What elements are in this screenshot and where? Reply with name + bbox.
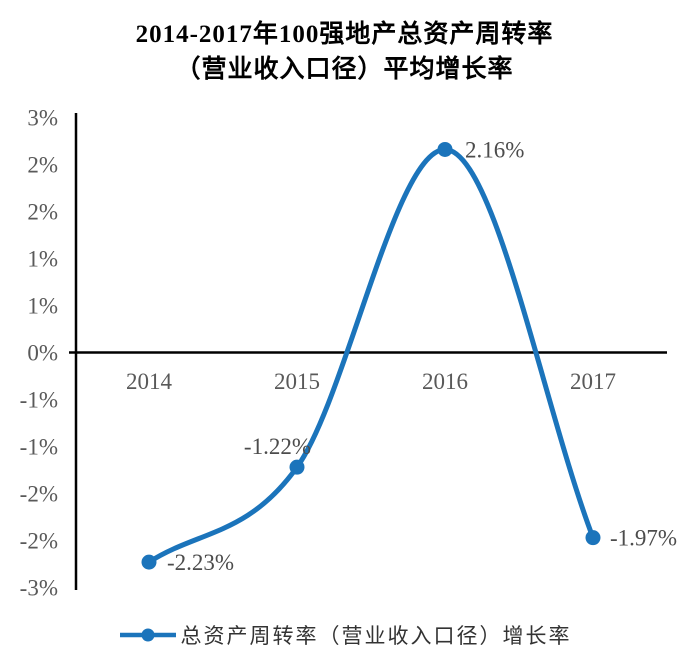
chart-title: 2014-2017年100强地产总资产周转率 （营业收入口径）平均增长率 [0,17,689,87]
legend-point [141,628,154,642]
y-tick-label-9: -2% [20,529,58,554]
y-tick-label-7: -1% [20,435,58,460]
y-tick-label-6: -1% [20,388,58,413]
y-tick-label-10: -3% [20,576,58,601]
data-label-2016: 2.16% [465,137,524,162]
x-tick-label-2: 2016 [422,369,468,394]
x-axis-tick-labels: 2014 2015 2016 2017 [126,369,616,394]
legend: 总资产周转率（营业收入口径）增长率 [0,618,689,652]
x-tick-label-1: 2015 [274,369,320,394]
series-line [146,146,596,565]
y-axis-tick-labels: 3% 2% 2% 1% 1% 0% -1% -1% -2% -2% -3% [20,106,58,601]
x-tick-label-3: 2017 [570,369,616,394]
y-tick-label-5: 0% [27,341,58,366]
y-tick-label-2: 2% [27,200,58,225]
data-point-marker-2014 [141,554,157,570]
legend-marker-icon [119,628,176,642]
data-point-markers [141,141,601,570]
legend-label: 总资产周转率（营业收入口径）增长率 [180,624,572,648]
y-tick-label-8: -2% [20,482,58,507]
data-label-2015: -1.22% [244,434,311,459]
data-point-marker-2017 [585,530,601,546]
y-tick-label-3: 1% [27,247,58,272]
chart-title-line2: （营业收入口径）平均增长率 [175,56,514,83]
y-tick-label-1: 2% [27,153,58,178]
y-tick-label-0: 3% [27,106,58,131]
data-point-marker-2016 [437,141,453,157]
chart-title-line1: 2014-2017年100强地产总资产周转率 [135,21,554,48]
data-label-2017: -1.97% [610,526,677,551]
y-tick-label-4: 1% [27,294,58,319]
data-point-marker-2015 [289,459,305,475]
data-labels: -2.23% -1.22% 2.16% -1.97% [167,137,677,575]
data-label-2014: -2.23% [167,550,234,575]
x-tick-label-0: 2014 [126,369,173,394]
